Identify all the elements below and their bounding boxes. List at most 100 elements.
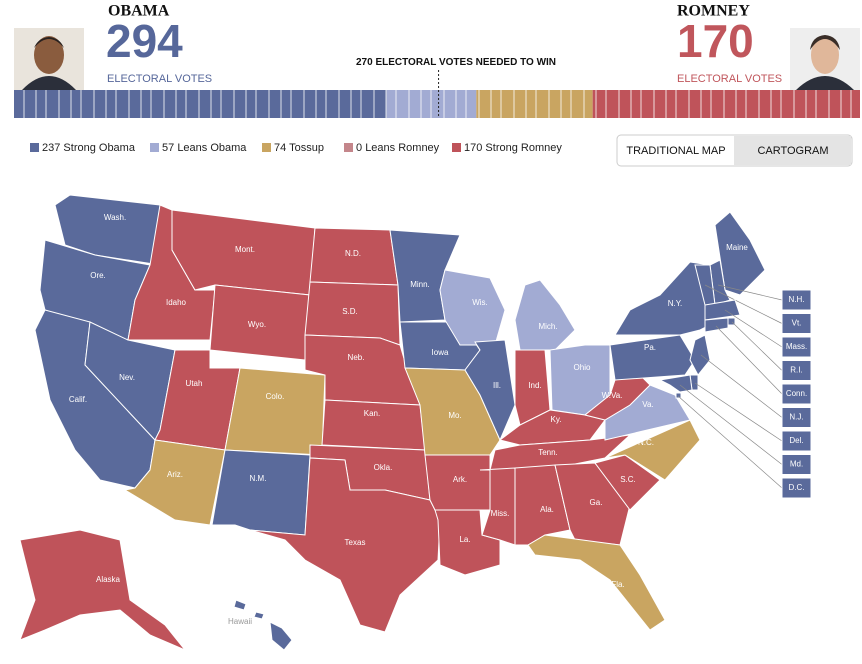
small-state-box (781, 383, 812, 405)
legend-value: 74 (274, 142, 286, 154)
state-label: Colo. (266, 392, 285, 401)
small-state-label: Mass. (786, 342, 807, 351)
state-label: Neb. (348, 353, 365, 362)
legend-swatch (30, 143, 39, 152)
small-state (704, 299, 741, 321)
leader-line (715, 325, 783, 395)
romney-photo (790, 28, 860, 90)
state-label: Ill. (493, 381, 501, 390)
state-label: Fla. (611, 580, 624, 589)
state-label: Wis. (472, 298, 488, 307)
state-label: Calif. (69, 395, 87, 404)
legend-item: 170 Strong Romney (464, 142, 562, 154)
small-state-box (781, 289, 812, 311)
cartogram-bg (734, 136, 851, 165)
state-label: Ala. (540, 505, 554, 514)
state-label: Mont. (235, 245, 255, 254)
state (19, 529, 186, 651)
state-label: Texas (345, 538, 366, 547)
legend-item: 237 Strong Obama (42, 142, 136, 154)
legend-swatch (452, 143, 461, 152)
small-state-box (781, 477, 812, 499)
state (224, 367, 326, 456)
button-cartogram[interactable]: CARTOGRAM (757, 145, 828, 157)
leader-line (731, 321, 783, 371)
state-label: S.D. (342, 307, 358, 316)
state-label: Mich. (538, 322, 557, 331)
threshold-label: ELECTORAL VOTES NEEDED TO WIN (375, 57, 556, 68)
legend-label: Tossup (289, 142, 324, 154)
state (464, 339, 516, 442)
vote-bar (14, 70, 860, 118)
state (609, 334, 696, 381)
small-state-label: R.I. (790, 366, 802, 375)
right-name: ROMNEY (677, 3, 750, 20)
leader-line (717, 284, 783, 301)
state-label: Iowa (432, 348, 449, 357)
left-votes: 294 (106, 15, 183, 67)
state (211, 449, 311, 536)
button-traditional[interactable]: TRADITIONAL MAP (626, 145, 725, 157)
small-state-box (781, 430, 812, 452)
threshold-value: 270 (356, 57, 373, 68)
state-label: Okla. (374, 463, 393, 472)
state-label: N.C. (638, 438, 654, 447)
small-state-box (781, 336, 812, 358)
state (321, 399, 426, 451)
state-label: Ark. (453, 475, 467, 484)
state-label: N.M. (250, 474, 267, 483)
small-state-label: Conn. (786, 389, 807, 398)
legend-swatch (262, 143, 271, 152)
legend-item: 57 Leans Obama (162, 142, 247, 154)
state-label: Maine (726, 243, 748, 252)
state-label: Ore. (90, 271, 106, 280)
leader-line (724, 309, 783, 348)
state-label: Hawaii (228, 617, 252, 626)
small-state-label: N.H. (789, 295, 805, 304)
small-state (658, 374, 693, 393)
state-label: Kan. (364, 409, 380, 418)
left-caption: ELECTORAL VOTES (107, 73, 212, 85)
state-label: Nev. (119, 373, 135, 382)
small-state-box (781, 313, 812, 334)
small-state (689, 334, 711, 376)
legend-label: Leans Obama (177, 142, 247, 154)
state-label: Ohio (574, 363, 591, 372)
state-label: Ky. (551, 415, 562, 424)
state-label: Minn. (410, 280, 430, 289)
legend-swatch (344, 143, 353, 152)
small-state-box (781, 360, 812, 381)
state (434, 509, 501, 576)
leader-line (677, 395, 783, 489)
legend-swatch (150, 143, 159, 152)
state (233, 599, 293, 651)
state (514, 279, 576, 351)
state-label: Miss. (491, 509, 510, 518)
legend-value: 0 (356, 142, 362, 154)
state (583, 374, 651, 421)
small-state-label: Del. (789, 436, 803, 445)
right-caption: ELECTORAL VOTES (677, 73, 782, 85)
map-toggle: TRADITIONAL MAP CARTOGRAM (616, 134, 853, 167)
state-label: N.D. (345, 249, 361, 258)
state (594, 454, 661, 511)
small-state-label: Vt. (792, 319, 802, 328)
state-label: Va. (642, 400, 653, 409)
leader-line (700, 354, 783, 418)
leader-line (694, 382, 783, 442)
legend-value: 170 (464, 142, 482, 154)
state-label: Wash. (104, 213, 126, 222)
bar-segment (592, 90, 860, 118)
map: Wash. Ore. Calif. Nev. Idaho Mont. Wyo. Utah Col… (19, 194, 812, 651)
bar-segment (14, 90, 387, 118)
threshold-text: 270 ELECTORAL VOTES NEEDED TO WIN (356, 57, 556, 68)
legend-label: Leans Romney (365, 142, 439, 154)
state-label: Ariz. (167, 470, 183, 479)
state-label: S.C. (620, 475, 636, 484)
left-name: OBAMA (108, 3, 170, 20)
legend-label: Strong Obama (63, 142, 135, 154)
leader-line (679, 384, 783, 465)
state-label: Utah (186, 379, 203, 388)
